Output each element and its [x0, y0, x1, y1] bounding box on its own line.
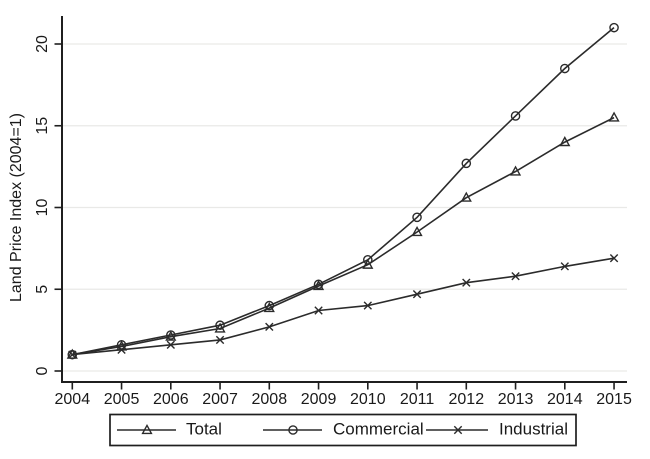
triangle-marker: [214, 322, 226, 333]
y-tick-label: 5: [34, 285, 51, 294]
series-line: [72, 116, 615, 356]
legend-label: Industrial: [499, 419, 568, 438]
legend-entry-total: Total: [117, 419, 222, 438]
legend-label: Commercial: [333, 419, 424, 438]
circle-marker: [461, 158, 472, 169]
x-tick-label: 2011: [400, 391, 435, 408]
circle-marker: [362, 255, 373, 265]
x-marker: [314, 306, 323, 315]
x-marker: [511, 271, 520, 281]
x-tick-label: 2010: [350, 391, 386, 408]
x-marker: [117, 345, 126, 354]
triangle-marker: [460, 191, 472, 202]
x-marker: [363, 301, 372, 310]
x-tick-label: 2012: [449, 391, 485, 408]
y-tick-label: 15: [34, 117, 51, 135]
x-marker: [166, 340, 175, 350]
x-marker: [68, 350, 77, 359]
x-marker: [265, 322, 274, 332]
x-marker: [215, 335, 225, 345]
triangle-marker: [509, 165, 522, 176]
legend-label: Total: [186, 419, 222, 438]
series-line: [72, 257, 615, 356]
x-tick-label: 2006: [153, 391, 189, 408]
triangle-marker: [608, 111, 620, 122]
x-tick-label: 2015: [596, 391, 632, 408]
circle-marker: [215, 320, 225, 331]
x-tick-label: 2008: [252, 391, 288, 408]
x-tick-label: 2007: [202, 391, 238, 408]
x-tick-label: 2009: [301, 391, 337, 408]
x-marker: [462, 278, 471, 287]
triangle-marker: [411, 225, 423, 237]
y-gridlines: [63, 43, 627, 372]
triangle-marker: [263, 302, 275, 313]
legend: Total Commercial Industrial: [109, 413, 577, 447]
axes: [61, 16, 627, 383]
x-axis-ticks: 2004 2005 2006 2007 2008 2009 2010 2011 2012 2013…: [55, 382, 632, 408]
x-tick-label: 2013: [498, 391, 534, 408]
circle-marker: [288, 425, 298, 435]
triangle-marker: [559, 136, 571, 147]
y-tick-label: 20: [34, 35, 51, 53]
series-commercial: [67, 22, 619, 360]
triangle-marker: [141, 423, 153, 435]
x-marker: [453, 425, 463, 435]
circle-marker: [510, 111, 521, 121]
x-tick-label: 2014: [547, 391, 583, 408]
x-tick-label: 2005: [104, 391, 140, 408]
legend-entry-industrial: Industrial: [426, 419, 568, 438]
circle-marker: [560, 63, 570, 74]
x-marker: [560, 262, 569, 271]
series-line: [72, 26, 615, 356]
legend-box: [109, 413, 577, 447]
circle-marker: [609, 22, 619, 33]
x-tick-label: 2004: [55, 391, 91, 408]
circle-marker: [412, 212, 422, 223]
triangle-marker: [362, 258, 374, 269]
y-axis-ticks: 0 5 10 15 20: [34, 35, 62, 375]
circle-marker: [313, 279, 324, 290]
series-industrial: [68, 253, 619, 359]
circle-marker: [165, 330, 176, 340]
series-total: [66, 111, 620, 359]
y-axis-title: Land Price Index (2004=1): [8, 113, 25, 302]
x-marker: [412, 289, 422, 299]
y-tick-label: 10: [34, 199, 51, 217]
x-marker: [609, 253, 619, 263]
legend-entry-commercial: Commercial: [263, 419, 424, 438]
y-tick-label: 0: [34, 366, 51, 375]
circle-marker: [264, 300, 275, 311]
